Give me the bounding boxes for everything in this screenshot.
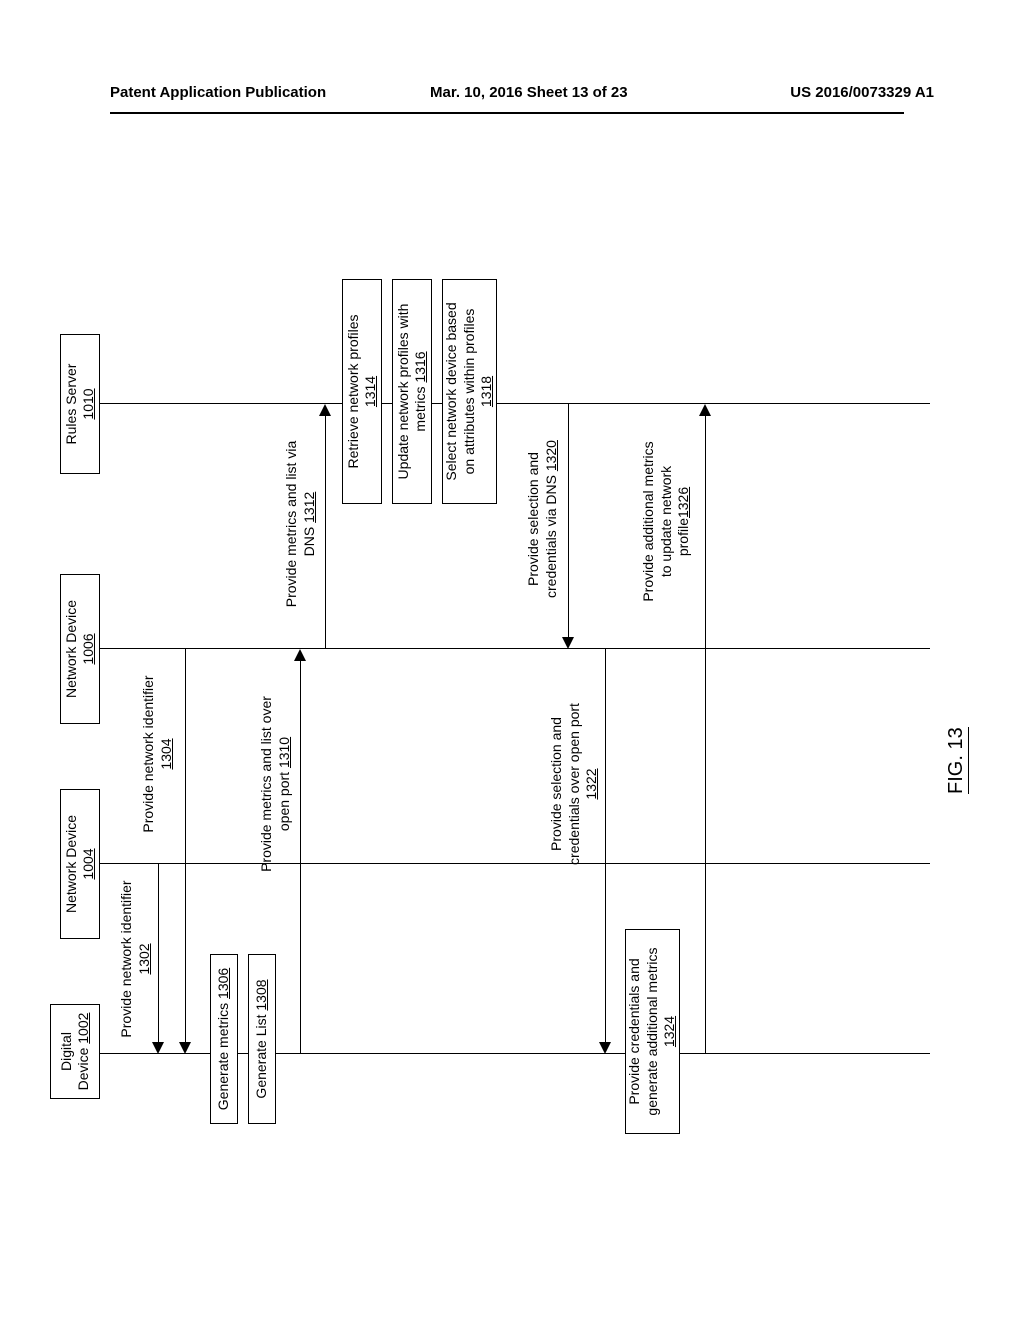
step-1326-text: Provide additional metricsto update netw… bbox=[640, 441, 691, 601]
header-center-text: Mar. 10, 2016 Sheet 13 of 23 bbox=[430, 84, 628, 101]
page: Patent Application Publication Mar. 10, … bbox=[0, 0, 1024, 1320]
arrow-1302 bbox=[158, 864, 159, 1042]
arrow-1310 bbox=[300, 661, 301, 1054]
step-1318-ref: 1318 bbox=[478, 376, 494, 407]
step-1314-text: Retrieve network profiles bbox=[345, 314, 361, 468]
step-1314-box: Retrieve network profiles1314 bbox=[342, 279, 382, 504]
step-1324-text: Provide credentials andgenerate addition… bbox=[626, 947, 660, 1115]
arrow-1320 bbox=[568, 404, 569, 637]
step-1322-label: Provide selection andcredentials over op… bbox=[548, 664, 601, 904]
lane-rules-ref: 1010 bbox=[80, 388, 96, 419]
step-1320-label: Provide selection andcredentials via DNS… bbox=[525, 409, 560, 629]
step-1306-ref: 1306 bbox=[215, 968, 231, 999]
arrowhead-1312 bbox=[319, 404, 331, 416]
figure-label: FIG. 13 bbox=[945, 727, 968, 794]
step-1302-ref: 1302 bbox=[136, 943, 152, 974]
step-1318-box: Select network device basedon attributes… bbox=[442, 279, 497, 504]
step-1306-text: Generate metrics bbox=[215, 1003, 231, 1110]
lane-net2-label: Network Device bbox=[63, 600, 79, 698]
step-1324-ref: 1324 bbox=[661, 1016, 677, 1047]
step-1308-ref: 1308 bbox=[253, 979, 269, 1010]
step-1312-text: Provide metrics and list viaDNS bbox=[283, 441, 317, 608]
lifeline-net2 bbox=[100, 648, 930, 649]
lane-digital-ref: 1002 bbox=[75, 1013, 91, 1044]
step-1322-text: Provide selection andcredentials over op… bbox=[548, 703, 582, 865]
page-header: Patent Application Publication Mar. 10, … bbox=[110, 82, 904, 114]
step-1316-text: Update network profiles withmetrics bbox=[395, 304, 429, 480]
step-1318-text: Select network device basedon attributes… bbox=[443, 302, 477, 480]
arrow-1304 bbox=[185, 649, 186, 1042]
step-1308-text: Generate List bbox=[253, 1015, 269, 1099]
step-1312-label: Provide metrics and list viaDNS 1312 bbox=[283, 414, 318, 634]
step-1316-ref: 1316 bbox=[412, 351, 428, 382]
step-1316-box: Update network profiles withmetrics 1316 bbox=[392, 279, 432, 504]
diagram-container: DigitalDevice 1002 Network Device1004 Ne… bbox=[0, 170, 1024, 1194]
step-1310-ref: 1310 bbox=[276, 737, 292, 768]
figure-label-text: FIG. 13 bbox=[945, 727, 969, 794]
arrow-1322 bbox=[605, 649, 606, 1042]
step-1324-box: Provide credentials andgenerate addition… bbox=[625, 929, 680, 1134]
lane-digital-device: DigitalDevice 1002 bbox=[50, 1004, 100, 1099]
header-left-text: Patent Application Publication bbox=[110, 84, 326, 101]
step-1304-ref: 1304 bbox=[158, 738, 174, 769]
step-1322-ref: 1322 bbox=[583, 768, 599, 799]
step-1304-text: Provide network identifier bbox=[140, 675, 156, 832]
arrowhead-1302 bbox=[152, 1042, 164, 1054]
step-1314-ref: 1314 bbox=[362, 376, 378, 407]
arrowhead-1310 bbox=[294, 649, 306, 661]
step-1310-label: Provide metrics and list overopen port 1… bbox=[258, 664, 293, 904]
step-1326-ref: 1326 bbox=[675, 487, 691, 518]
lane-rules-label: Rules Server bbox=[63, 364, 79, 445]
step-1320-ref: 1320 bbox=[543, 440, 559, 471]
lifeline-net1 bbox=[100, 863, 930, 864]
step-1302-text: Provide network identifier bbox=[118, 880, 134, 1037]
lane-rules-server: Rules Server1010 bbox=[60, 334, 100, 474]
step-1304-label: Provide network identifier1304 bbox=[140, 654, 175, 854]
step-1306-box: Generate metrics 1306 bbox=[210, 954, 238, 1124]
step-1310-text: Provide metrics and list overopen port bbox=[258, 696, 292, 872]
sequence-diagram: DigitalDevice 1002 Network Device1004 Ne… bbox=[0, 170, 1024, 1194]
arrow-1312 bbox=[325, 416, 326, 649]
lane-net1-ref: 1004 bbox=[80, 848, 96, 879]
arrowhead-1304 bbox=[179, 1042, 191, 1054]
step-1312-ref: 1312 bbox=[301, 492, 317, 523]
lifeline-rules bbox=[100, 403, 930, 404]
arrowhead-1326 bbox=[699, 404, 711, 416]
step-1308-box: Generate List 1308 bbox=[248, 954, 276, 1124]
arrowhead-1320 bbox=[562, 637, 574, 649]
lane-network-device-2: Network Device1006 bbox=[60, 574, 100, 724]
lane-net2-ref: 1006 bbox=[80, 633, 96, 664]
lane-network-device-1: Network Device1004 bbox=[60, 789, 100, 939]
lane-net1-label: Network Device bbox=[63, 815, 79, 913]
arrowhead-1322 bbox=[599, 1042, 611, 1054]
header-right-text: US 2016/0073329 A1 bbox=[790, 84, 934, 101]
step-1302-label: Provide network identifier1302 bbox=[118, 869, 153, 1049]
step-1320-text: Provide selection andcredentials via DNS bbox=[525, 452, 559, 598]
arrow-1326 bbox=[705, 416, 706, 1054]
step-1326-label: Provide additional metricsto update netw… bbox=[640, 409, 693, 634]
